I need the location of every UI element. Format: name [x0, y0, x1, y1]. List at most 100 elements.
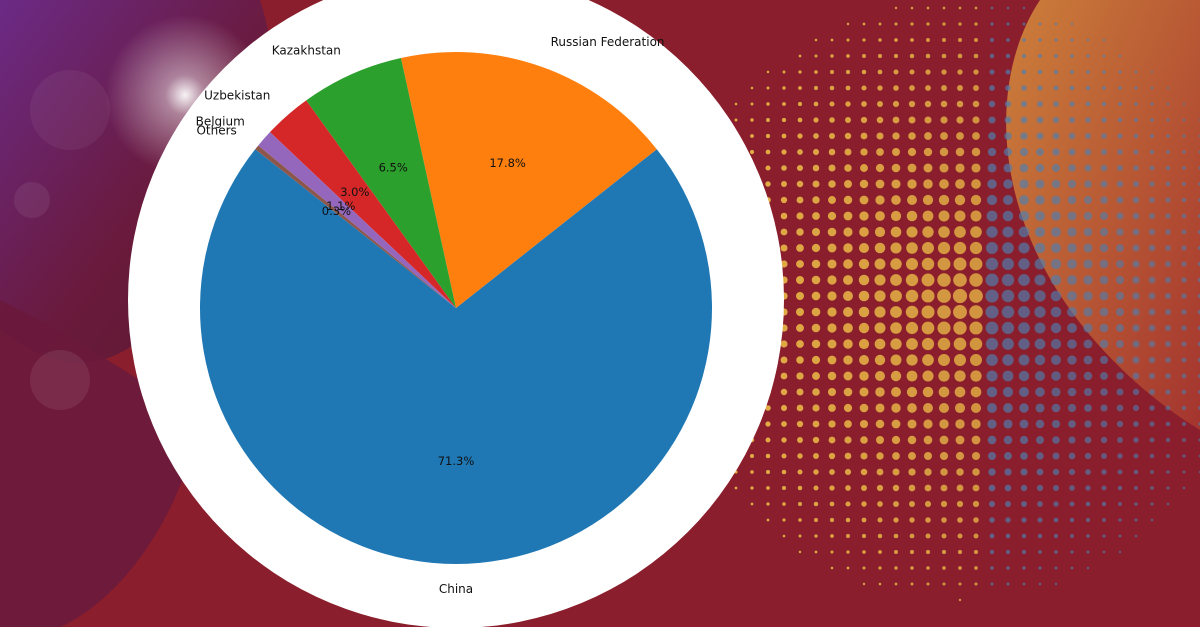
- halftone-dot: [955, 147, 965, 157]
- halftone-dot: [1021, 533, 1027, 539]
- halftone-dot: [1037, 517, 1043, 523]
- halftone-dot: [909, 533, 915, 539]
- halftone-dot: [1165, 181, 1171, 187]
- halftone-dot: [954, 370, 966, 382]
- halftone-dot: [1132, 260, 1140, 268]
- halftone-dot: [890, 322, 902, 334]
- halftone-dot: [890, 242, 902, 254]
- halftone-dot: [926, 38, 930, 42]
- halftone-dot: [906, 242, 918, 254]
- halftone-dot: [1165, 325, 1171, 331]
- halftone-dot: [1037, 501, 1043, 507]
- halftone-dot: [1083, 355, 1093, 365]
- halftone-dot: [812, 436, 820, 444]
- halftone-dot: [989, 53, 995, 59]
- halftone-dot: [845, 85, 851, 91]
- halftone-dot: [1002, 354, 1014, 366]
- halftone-dot: [990, 38, 994, 42]
- halftone-dot: [1053, 85, 1059, 91]
- halftone-dot: [1005, 549, 1011, 555]
- halftone-dot: [1100, 164, 1108, 172]
- halftone-dot: [1133, 469, 1139, 475]
- halftone-dot: [958, 6, 962, 10]
- halftone-dot: [925, 69, 931, 75]
- halftone-dot: [957, 69, 963, 75]
- halftone-dot: [781, 437, 787, 443]
- halftone-dot: [862, 566, 866, 570]
- halftone-dot: [1165, 421, 1171, 427]
- halftone-dot: [780, 196, 788, 204]
- halftone-dot: [1133, 421, 1139, 427]
- halftone-dot: [830, 38, 834, 42]
- halftone-dot: [894, 22, 898, 26]
- halftone-dot: [1006, 582, 1010, 586]
- halftone-dot: [1149, 405, 1155, 411]
- halftone-dot: [1149, 453, 1155, 459]
- halftone-dot: [812, 148, 820, 156]
- halftone-dot: [1133, 165, 1139, 171]
- halftone-dot: [1052, 468, 1060, 476]
- halftone-dot: [1150, 486, 1154, 490]
- halftone-dot: [1099, 227, 1109, 237]
- halftone-dot: [1021, 53, 1027, 59]
- halftone-dot: [1034, 354, 1046, 366]
- halftone-dot: [812, 164, 820, 172]
- halftone-dot: [1067, 211, 1077, 221]
- halftone-dot: [1003, 435, 1013, 445]
- halftone-dot: [1181, 405, 1187, 411]
- halftone-dot: [1034, 258, 1046, 270]
- halftone-dot: [1166, 102, 1170, 106]
- halftone-dot: [923, 419, 933, 429]
- halftone-dot: [813, 85, 819, 91]
- halftone-dot: [1164, 292, 1172, 300]
- halftone-dot: [860, 468, 868, 476]
- halftone-dot: [1133, 437, 1139, 443]
- halftone-dot: [989, 517, 995, 523]
- halftone-dot: [1181, 229, 1187, 235]
- halftone-dot: [1197, 373, 1200, 379]
- halftone-dot: [1117, 117, 1123, 123]
- halftone-dot: [985, 289, 999, 303]
- halftone-dot: [1069, 85, 1075, 91]
- halftone-dot: [924, 484, 932, 492]
- halftone-dot: [1166, 134, 1170, 138]
- halftone-dot: [829, 517, 835, 523]
- halftone-dot: [956, 468, 964, 476]
- halftone-dot: [750, 454, 754, 458]
- halftone-dot: [1116, 228, 1124, 236]
- halftone-dot: [877, 85, 883, 91]
- halftone-dot: [1018, 322, 1030, 334]
- halftone-dot: [1085, 469, 1091, 475]
- halftone-dot: [876, 148, 884, 156]
- halftone-dot: [1134, 86, 1138, 90]
- halftone-dot: [1181, 421, 1187, 427]
- halftone-dot: [923, 147, 933, 157]
- halftone-dot: [923, 179, 933, 189]
- halftone-dot: [891, 435, 901, 445]
- halftone-dot: [796, 196, 804, 204]
- halftone-dot: [846, 22, 850, 26]
- halftone-dot: [877, 501, 883, 507]
- halftone-dot: [1069, 485, 1075, 491]
- halftone-dot: [1197, 309, 1200, 315]
- halftone-dot: [829, 485, 835, 491]
- halftone-dot: [813, 101, 819, 107]
- halftone-dot: [905, 289, 919, 303]
- halftone-dot: [1038, 38, 1042, 42]
- halftone-dot: [812, 388, 820, 396]
- halftone-dot: [1197, 229, 1200, 235]
- halftone-dot: [1037, 101, 1043, 107]
- halftone-dot: [969, 289, 983, 303]
- halftone-dot: [1054, 54, 1058, 58]
- halftone-dot: [843, 307, 853, 317]
- halftone-dot: [954, 354, 966, 366]
- halftone-dot: [909, 85, 915, 91]
- halftone-dot: [1018, 370, 1030, 382]
- halftone-dot: [766, 518, 770, 522]
- halftone-dot: [1038, 566, 1042, 570]
- halftone-dot: [986, 194, 998, 206]
- halftone-dot: [972, 100, 980, 108]
- halftone-dot: [954, 402, 966, 414]
- halftone-dot: [1149, 469, 1155, 475]
- halftone-dot: [845, 101, 851, 107]
